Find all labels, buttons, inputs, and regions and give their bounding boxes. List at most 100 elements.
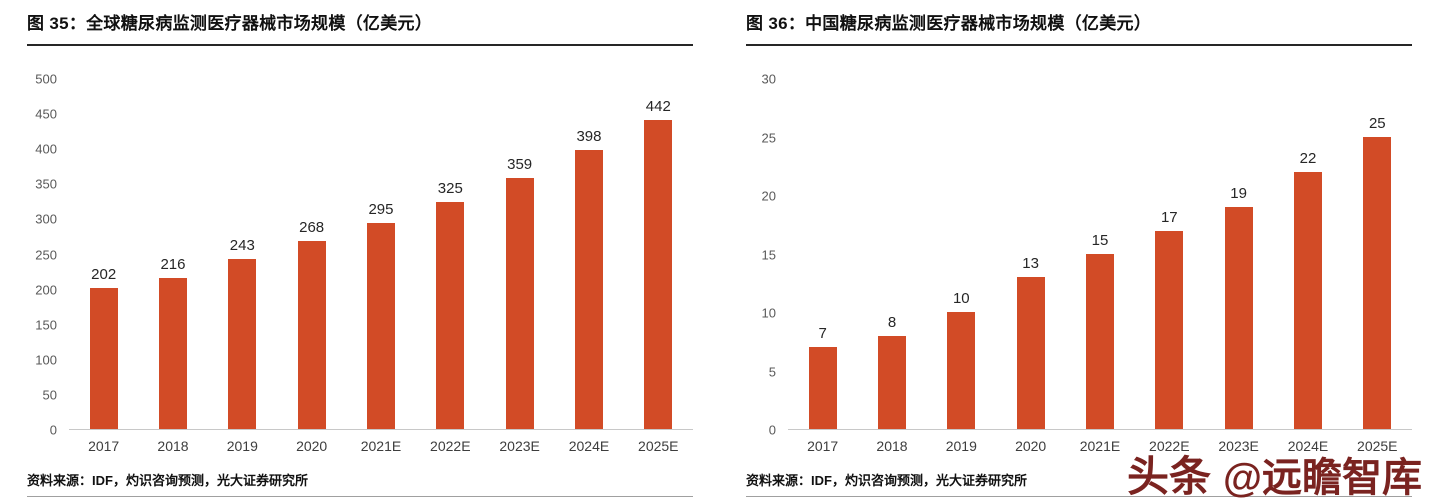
x-axis-label: 2024E	[568, 438, 610, 454]
bar-group: 243 2019	[208, 79, 277, 454]
chart-panel-global: 图 35：全球糖尿病监测医疗器械市场规模（亿美元） 0 50 100 150 200 25…	[27, 14, 693, 497]
y-axis: 0 50 100 150 200 250 300 350 400 450 500	[27, 73, 69, 437]
bar-group: 268 2020	[277, 79, 346, 454]
y-axis: 0 5 10 15 20 25 30	[746, 73, 788, 437]
bar-group: 22 2024E	[1273, 79, 1342, 454]
source-note: 资料来源：IDF，灼识咨询预测，光大证券研究所	[27, 473, 308, 488]
source-note: 资料来源：IDF，灼识咨询预测，光大证券研究所	[746, 473, 1027, 488]
bar	[1016, 277, 1045, 429]
bar-group: 398 2024E	[554, 79, 623, 454]
bar-value-label: 19	[1230, 185, 1247, 203]
plot-area: 7 2017 8 2018 10 2019 13 2020 15 2021E 17 2022E 19 20…	[788, 79, 1412, 454]
bar-value-label: 8	[887, 313, 897, 331]
plot-area: 202 2017 216 2018 243 2019 268 2020 295 2021E 325 2…	[69, 79, 693, 455]
y-axis-tick-label: 20	[761, 188, 776, 204]
bar-group: 8 2018	[857, 79, 926, 454]
bar-value-label: 442	[645, 97, 671, 115]
bar	[644, 119, 673, 429]
bar-group: 19 2023E	[1204, 79, 1273, 454]
chart-panel-china: 图 36：中国糖尿病监测医疗器械市场规模（亿美元） 0 5 10 15 20 25 30 7…	[719, 0, 1438, 502]
bar-value-label: 295	[368, 200, 394, 218]
y-axis-tick-label: 200	[35, 282, 57, 298]
bar-group: 25 2025E	[1343, 79, 1412, 454]
x-axis-label: 2019	[226, 438, 258, 454]
bar-value-label: 10	[952, 290, 970, 308]
bar-chart-global: 0 50 100 150 200 250 300 350 400 450 500 202 2017 21…	[27, 73, 693, 455]
y-axis-tick-label: 150	[35, 317, 57, 333]
x-axis-label: 2025E	[1357, 438, 1398, 454]
y-axis-tick-label: 350	[35, 176, 57, 192]
footer-divider	[27, 496, 693, 497]
bar-value-label: 243	[229, 236, 255, 254]
x-axis-label: 2022E	[430, 438, 471, 454]
bar-value-label: 359	[507, 155, 533, 173]
bar-value-label: 13	[1022, 255, 1039, 273]
bar	[947, 312, 976, 429]
y-axis-tick-label: 50	[42, 387, 57, 403]
bar-value-label: 22	[1299, 150, 1317, 168]
bar-value-label: 15	[1091, 232, 1109, 249]
y-axis-tick-label: 450	[35, 106, 57, 122]
bar-group: 7 2017	[788, 79, 857, 454]
bar-group: 15 2021E	[1065, 79, 1134, 454]
y-axis-tick-label: 5	[768, 364, 776, 379]
bar	[366, 222, 395, 429]
bar-group: 325 2022E	[416, 79, 485, 455]
bar-chart-china: 0 5 10 15 20 25 30 7 2017 8 2018 10 2019 13 2020 15 202…	[746, 73, 1412, 454]
y-axis-tick-label: 25	[761, 130, 776, 145]
bar	[228, 258, 257, 429]
y-axis-tick-label: 100	[35, 352, 57, 368]
x-axis-label: 2017	[88, 438, 120, 454]
bar-group: 202 2017	[69, 79, 138, 454]
bar	[808, 347, 837, 429]
bar	[1224, 207, 1253, 429]
footer-divider	[746, 496, 1412, 497]
bar-group: 359 2023E	[485, 79, 554, 454]
bar-group: 295 2021E	[346, 79, 415, 455]
chart-title-china: 图 36：中国糖尿病监测医疗器械市场规模（亿美元）	[746, 14, 1152, 33]
y-axis-tick-label: 0	[768, 422, 776, 438]
y-axis-tick-label: 30	[761, 71, 776, 87]
title-divider	[746, 44, 1412, 46]
bar	[297, 241, 326, 429]
bar-value-label: 398	[576, 128, 602, 146]
chart-title-global: 图 35：全球糖尿病监测医疗器械市场规模（亿美元）	[27, 14, 433, 33]
bar-value-label: 268	[299, 219, 325, 237]
y-axis-tick-label: 400	[35, 141, 57, 157]
bar	[1293, 172, 1322, 429]
x-axis-label: 2019	[945, 438, 977, 454]
x-axis-label: 2023E	[499, 438, 540, 454]
bar	[877, 335, 906, 429]
x-axis-label: 2022E	[1149, 438, 1190, 454]
bar	[1363, 137, 1392, 429]
y-axis-tick-label: 500	[35, 71, 57, 87]
bar-group: 10 2019	[927, 79, 996, 454]
bar	[158, 277, 187, 429]
x-axis-label: 2021E	[360, 438, 402, 454]
title-divider	[27, 44, 693, 46]
bar-value-label: 7	[818, 325, 827, 343]
x-axis-label: 2023E	[1218, 438, 1259, 454]
bar	[436, 201, 465, 429]
x-axis-label: 2018	[876, 438, 908, 454]
bar	[1155, 230, 1184, 429]
x-axis-label: 2025E	[638, 438, 679, 454]
x-axis-label: 2020	[296, 438, 328, 454]
bar	[1085, 254, 1114, 429]
y-axis-tick-label: 15	[761, 247, 776, 262]
bar	[89, 287, 118, 429]
bar-group: 13 2020	[996, 79, 1065, 454]
bar-value-label: 202	[91, 265, 117, 283]
x-axis-label: 2018	[157, 438, 189, 454]
bar-value-label: 17	[1160, 208, 1178, 226]
bar-group: 216 2018	[138, 79, 207, 454]
bar-group: 17 2022E	[1135, 79, 1204, 454]
y-axis-tick-label: 300	[35, 211, 57, 227]
bar-group: 442 2025E	[624, 79, 693, 454]
x-axis-label: 2020	[1015, 438, 1047, 454]
bar-value-label: 25	[1368, 115, 1386, 133]
bar-value-label: 216	[160, 255, 186, 273]
bar	[505, 177, 534, 429]
x-axis-label: 2024E	[1287, 438, 1329, 454]
